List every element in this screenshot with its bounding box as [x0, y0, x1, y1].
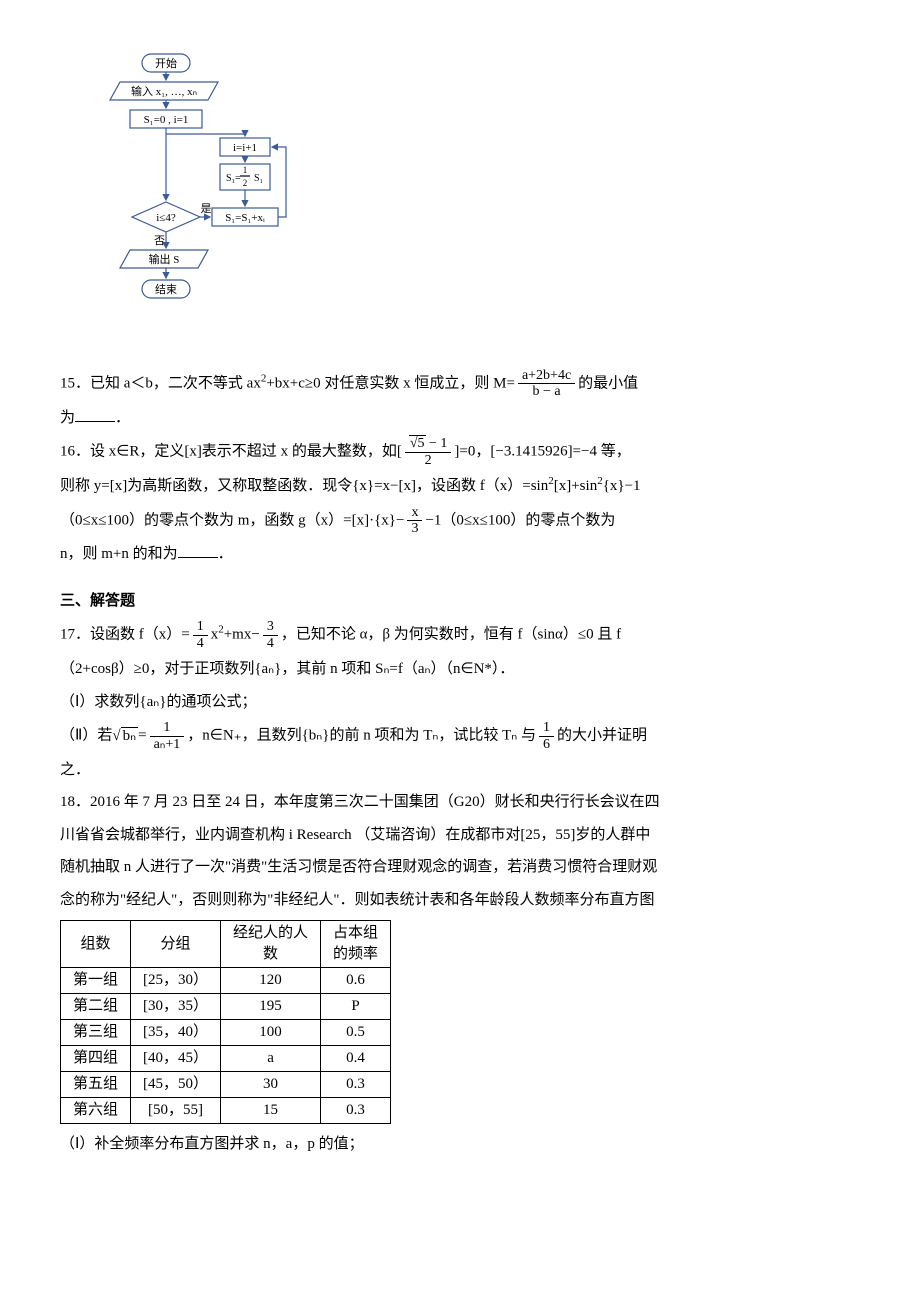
table-cell: 第四组 — [61, 1046, 131, 1072]
q15-text-c: 的最小值 — [578, 375, 638, 391]
q16-frac2: x3 — [407, 505, 422, 537]
table-header-row: 组数 分组 经纪人的人 数 占本组 的频率 — [61, 921, 391, 968]
fc-cond: i≤4? — [156, 212, 176, 224]
table-row: 第二组[30，35）195P — [61, 994, 391, 1020]
table-cell: 100 — [221, 1020, 321, 1046]
q16-l4: n，则 m+n 的和为． — [60, 540, 860, 569]
q18-c: 随机抽取 n 人进行了一次"消费"生活习惯是否符合理财观念的调查，若消费习惯符合… — [60, 853, 860, 882]
table-row: 第四组[40，45）a0.4 — [61, 1046, 391, 1072]
table-cell: 0.5 — [321, 1020, 391, 1046]
q15: 15．已知 a＜b，二次不等式 ax2+bx+c≥0 对任意实数 x 恒成立，则… — [60, 368, 860, 400]
table-body: 第一组[25，30）1200.6第二组[30，35）195P第三组[35，40）… — [61, 968, 391, 1124]
q15-text-b: +bx+c≥0 对任意实数 x 恒成立，则 M= — [266, 375, 515, 391]
table-cell: 0.3 — [321, 1098, 391, 1124]
q17-p2: （Ⅱ）若√bₙ=1aₙ+1，n∈N₊，且数列{bₙ}的前 n 项和为 Tₙ，试比… — [60, 720, 860, 752]
th-0: 组数 — [61, 921, 131, 968]
q16-l1: 16．设 x∈R，定义[x]表示不超过 x 的最大整数，如[√5 − 12]=0… — [60, 436, 860, 468]
q18-d: 念的称为"经纪人"，否则则称为"非经纪人"．则如表统计表和各年龄段人数频率分布直… — [60, 886, 860, 915]
fc-yes: 是 — [201, 202, 212, 215]
q16-l2: 则称 y=[x]为高斯函数，又称取整函数．现令{x}=x−[x]，设函数 f（x… — [60, 472, 860, 501]
table-cell: 第六组 — [61, 1098, 131, 1124]
table-cell: P — [321, 994, 391, 1020]
fc-start: 开始 — [155, 56, 177, 70]
table-cell: 30 — [221, 1072, 321, 1098]
th-3: 占本组 的频率 — [321, 921, 391, 968]
table-cell: [30，35） — [131, 994, 221, 1020]
q18-b: 川省省会城都举行，业内调查机构 i Research （艾瑞咨询）在成都市对[2… — [60, 821, 860, 850]
q17-p1: （Ⅰ）求数列{aₙ}的通项公式； — [60, 688, 860, 717]
table-cell: 195 — [221, 994, 321, 1020]
table-row: 第五组[45，50）300.3 — [61, 1072, 391, 1098]
q16-blank — [178, 542, 218, 558]
table-cell: 120 — [221, 968, 321, 994]
svg-text:S₁: S₁ — [254, 173, 263, 184]
table-cell: 15 — [221, 1098, 321, 1124]
stats-table: 组数 分组 经纪人的人 数 占本组 的频率 第一组[25，30）1200.6第二… — [60, 920, 391, 1124]
q15-frac: a+2b+4cb − a — [518, 368, 575, 400]
fc-end: 结束 — [155, 283, 177, 296]
q18-p1: （Ⅰ）补全频率分布直方图并求 n，a，p 的值； — [60, 1130, 860, 1159]
q18-a: 18．2016 年 7 月 23 日至 24 日，本年度第三次二十国集团（G20… — [60, 788, 860, 817]
table-cell: 第三组 — [61, 1020, 131, 1046]
th-1: 分组 — [131, 921, 221, 968]
table-cell: 0.4 — [321, 1046, 391, 1072]
q15-text-a: 15．已知 a＜b，二次不等式 ax — [60, 375, 261, 391]
table-cell: a — [221, 1046, 321, 1072]
q17-p2e: 之． — [60, 756, 860, 785]
table-cell: 第五组 — [61, 1072, 131, 1098]
table-cell: [35，40） — [131, 1020, 221, 1046]
table-cell: 第一组 — [61, 968, 131, 994]
table-cell: [50，55] — [131, 1098, 221, 1124]
table-cell: 0.3 — [321, 1072, 391, 1098]
fc-inc: i=i+1 — [233, 142, 257, 154]
q16-frac1: √5 − 12 — [405, 436, 452, 468]
table-cell: 第二组 — [61, 994, 131, 1020]
q15-blank — [75, 406, 115, 422]
svg-text:2: 2 — [243, 178, 248, 188]
fc-output: 输出 S — [149, 252, 180, 266]
table-row: 第六组[50，55]150.3 — [61, 1098, 391, 1124]
section-3-title: 三、解答题 — [60, 587, 860, 616]
table-cell: 0.6 — [321, 968, 391, 994]
flowchart-svg: 开始 输入 x₁, …, xₙ S₁=0 , i=1 i=i+1 S₁= 1 2… — [90, 50, 290, 350]
q16-l3: （0≤x≤100）的零点个数为 m，函数 g（x）=[x]·{x}−x3−1（0… — [60, 505, 860, 537]
table-row: 第三组[35，40）1000.5 — [61, 1020, 391, 1046]
table-cell: [45，50） — [131, 1072, 221, 1098]
fc-init: S₁=0 , i=1 — [144, 114, 189, 126]
q17-l2: （2+cosβ）≥0，对于正项数列{aₙ}，其前 n 项和 Sₙ=f（aₙ）（n… — [60, 655, 860, 684]
fc-input: 输入 x₁, …, xₙ — [131, 84, 197, 98]
th-2: 经纪人的人 数 — [221, 921, 321, 968]
table-cell: [25，30） — [131, 968, 221, 994]
q15-line2: 为． — [60, 404, 860, 433]
fc-sum: S₁=S₁+xᵢ — [225, 212, 265, 224]
table-cell: [40，45） — [131, 1046, 221, 1072]
flowchart: 开始 输入 x₁, …, xₙ S₁=0 , i=1 i=i+1 S₁= 1 2… — [90, 50, 290, 350]
fc-no: 否 — [154, 235, 165, 247]
fc-shalf-l: S₁= — [226, 173, 241, 184]
svg-text:1: 1 — [243, 165, 248, 175]
table-row: 第一组[25，30）1200.6 — [61, 968, 391, 994]
q17-l1: 17．设函数 f（x）=14x2+mx−34，已知不论 α，β 为何实数时，恒有… — [60, 619, 860, 651]
